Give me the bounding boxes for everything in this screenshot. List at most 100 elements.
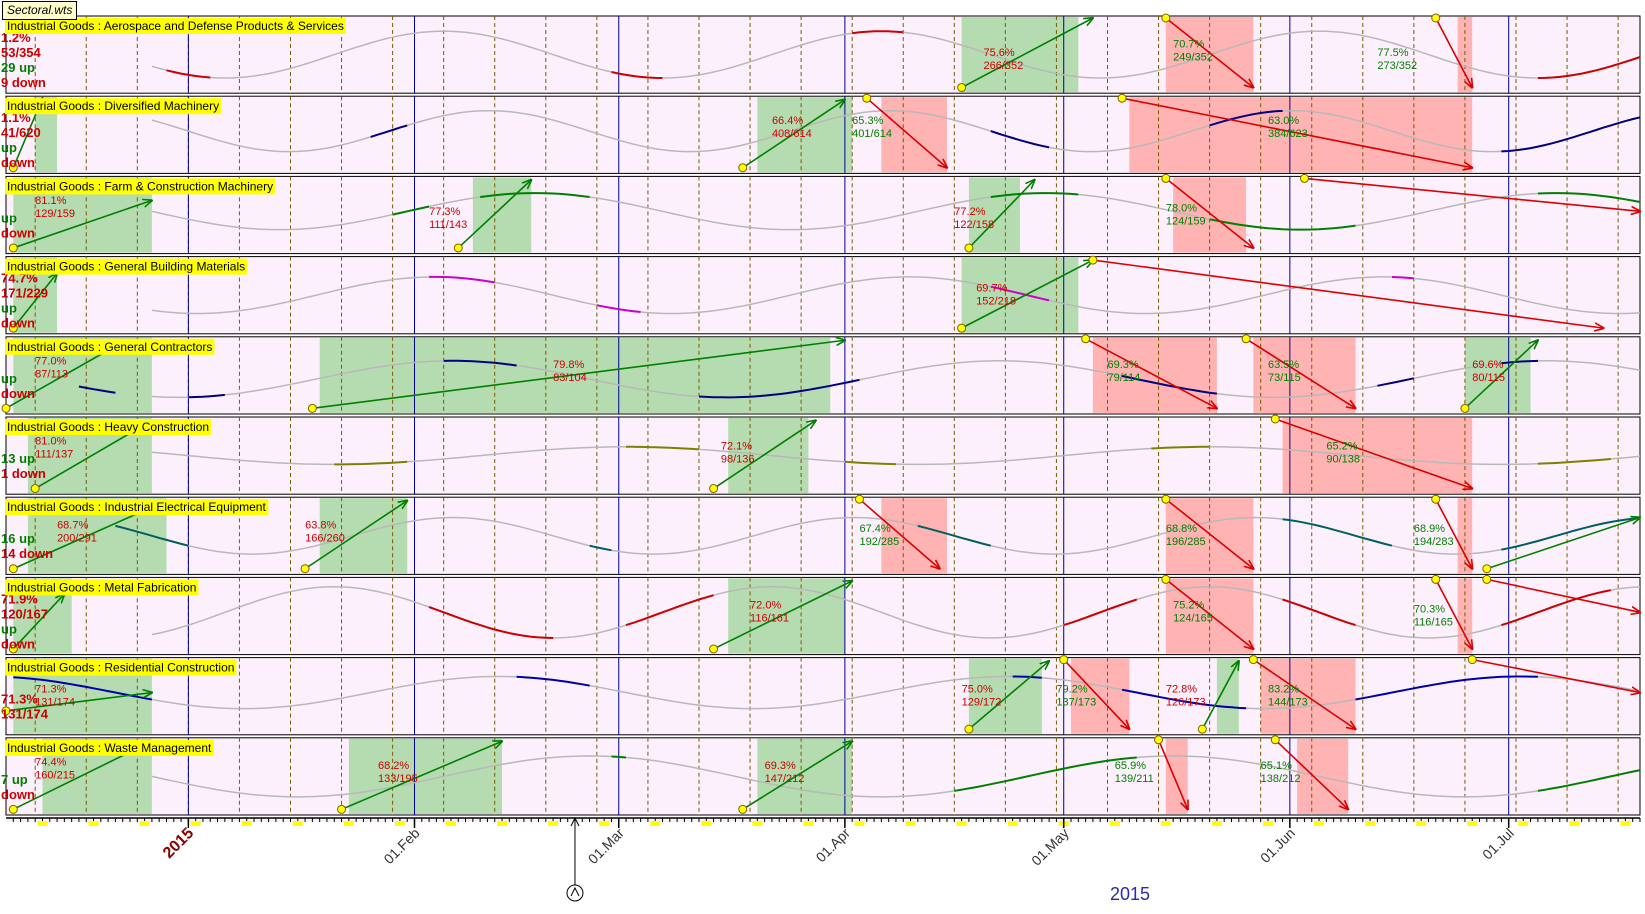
signal-marker[interactable] xyxy=(1,706,11,716)
signal-marker[interactable] xyxy=(964,243,974,253)
zone-percent: 69.6% xyxy=(1472,359,1503,371)
zone-percent: 81.1% xyxy=(35,195,66,207)
signal-marker[interactable] xyxy=(957,323,967,333)
signal-marker[interactable] xyxy=(1197,724,1207,734)
panel-side-label: up xyxy=(1,140,17,155)
zone-count: 249/352 xyxy=(1173,51,1213,63)
breadth-segment xyxy=(480,192,590,198)
signal-marker[interactable] xyxy=(1161,173,1171,183)
signal-marker[interactable] xyxy=(1431,574,1441,584)
signal-marker[interactable] xyxy=(1241,334,1251,344)
zone-count: 273/352 xyxy=(1377,60,1417,72)
weekend-marker xyxy=(394,821,405,826)
signal-marker[interactable] xyxy=(8,243,18,253)
signal-marker[interactable] xyxy=(1467,655,1477,665)
signal-marker[interactable] xyxy=(1154,735,1164,745)
up-arrow xyxy=(1464,340,1538,409)
zone-count: 196/285 xyxy=(1166,536,1206,548)
panel-side-label: 29 up xyxy=(1,60,35,75)
breadth-segment xyxy=(990,285,1050,302)
bottom-year-label: 2015 xyxy=(1110,884,1151,904)
signal-marker[interactable] xyxy=(1431,13,1441,23)
weekend-marker xyxy=(190,821,201,826)
signal-marker[interactable] xyxy=(709,644,719,654)
signal-marker[interactable] xyxy=(1482,574,1492,584)
up-zone xyxy=(961,257,1079,333)
signal-marker[interactable] xyxy=(8,564,18,574)
weekend-marker xyxy=(343,821,354,826)
up-arrow xyxy=(713,581,853,650)
breadth-segment xyxy=(1121,688,1247,710)
breadth-segment xyxy=(1121,375,1218,395)
panel-title-background xyxy=(5,18,346,34)
signal-marker[interactable] xyxy=(1431,494,1441,504)
up-zone xyxy=(35,97,58,173)
signal-marker[interactable] xyxy=(1161,494,1171,504)
signal-marker[interactable] xyxy=(1081,334,1091,344)
signal-marker[interactable] xyxy=(1059,655,1069,665)
up-arrow xyxy=(13,200,152,249)
down-arrow xyxy=(1274,739,1348,810)
signal-marker[interactable] xyxy=(964,724,974,734)
signal-marker[interactable] xyxy=(738,804,748,814)
signal-marker[interactable] xyxy=(862,93,872,103)
signal-marker[interactable] xyxy=(8,644,18,654)
signal-marker[interactable] xyxy=(738,163,748,173)
zone-percent: 65.1% xyxy=(1261,760,1292,772)
panel-side-label: 1 down xyxy=(1,466,46,481)
signal-marker[interactable] xyxy=(307,403,317,413)
weekend-marker xyxy=(752,821,763,826)
signal-marker[interactable] xyxy=(1117,93,1127,103)
signal-marker[interactable] xyxy=(300,564,310,574)
signal-marker[interactable] xyxy=(8,163,18,173)
panel-side-label: 131/174 xyxy=(1,707,49,722)
signal-marker[interactable] xyxy=(30,484,40,494)
cursor-handle[interactable] xyxy=(566,884,584,902)
file-tab[interactable]: Sectoral.wts xyxy=(2,1,78,20)
signal-marker[interactable] xyxy=(337,804,347,814)
up-arrow xyxy=(742,741,852,811)
x-tick-label: 2015 xyxy=(160,825,197,862)
panel-side-label: down xyxy=(1,636,35,651)
up-zone xyxy=(728,578,845,654)
signal-marker[interactable] xyxy=(709,484,719,494)
down-arrow xyxy=(858,498,939,569)
breadth-segment xyxy=(1537,769,1641,792)
up-zone xyxy=(757,97,853,173)
down-arrow xyxy=(1085,338,1217,409)
signal-marker[interactable] xyxy=(957,83,967,93)
weekend-marker xyxy=(854,821,865,826)
cursor-handle-icon xyxy=(570,886,580,897)
weekend-marker xyxy=(1569,821,1580,826)
signal-marker[interactable] xyxy=(1270,735,1280,745)
breadth-segment xyxy=(626,445,700,451)
signal-marker[interactable] xyxy=(8,323,18,333)
panel-side-label: down xyxy=(1,386,35,401)
breadth-segment xyxy=(917,524,992,547)
panel-side-label: 171/229 xyxy=(1,286,48,301)
signal-marker[interactable] xyxy=(854,494,864,504)
signal-marker[interactable] xyxy=(1088,255,1098,265)
signal-marker[interactable] xyxy=(1460,403,1470,413)
signal-marker[interactable] xyxy=(1270,414,1280,424)
breadth-segment xyxy=(1537,192,1641,203)
signal-marker[interactable] xyxy=(1248,655,1258,665)
zone-count: 90/138 xyxy=(1326,454,1360,466)
up-zone xyxy=(348,738,503,814)
signal-marker[interactable] xyxy=(1161,574,1171,584)
weekend-marker xyxy=(548,821,559,826)
weekend-marker xyxy=(497,821,508,826)
breadth-segment xyxy=(990,192,1079,198)
signal-marker[interactable] xyxy=(1,403,11,413)
signal-marker[interactable] xyxy=(1482,564,1492,574)
signal-marker[interactable] xyxy=(1299,173,1309,183)
signal-marker[interactable] xyxy=(8,804,18,814)
up-arrow xyxy=(312,340,845,410)
signal-marker[interactable] xyxy=(453,243,463,253)
panel-side-label: 13 up xyxy=(1,451,35,466)
panel-title: Industrial Goods : Diversified Machinery xyxy=(7,99,219,113)
signal-marker[interactable] xyxy=(1161,13,1171,23)
x-tick-label: 01.May xyxy=(1028,825,1072,869)
